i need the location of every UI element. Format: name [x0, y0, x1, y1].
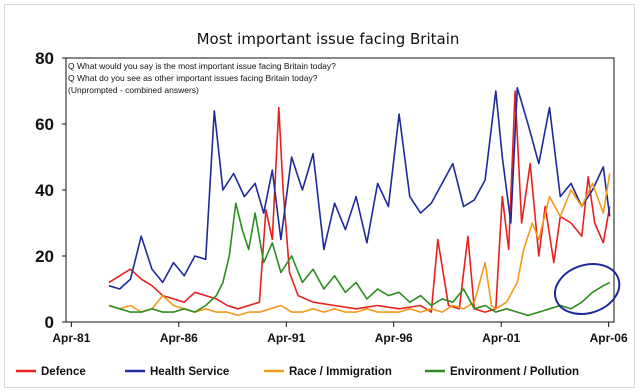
plot-area	[65, 57, 615, 323]
legend-label: Environment / Pollution	[450, 366, 579, 378]
x-tick-label: Apr-81	[52, 331, 90, 345]
y-tick-label: 0	[45, 313, 54, 332]
x-tick-label: Apr-06	[590, 331, 628, 345]
legend-label: Health Service	[150, 366, 229, 378]
series-line-environment-pollution	[108, 202, 611, 317]
note-line-2: Q What do you see as other important iss…	[68, 73, 318, 83]
question-notes: Q What would you say is the most importa…	[68, 61, 336, 95]
legend-label: Race / Immigration	[289, 366, 392, 378]
chart-frame	[4, 4, 635, 388]
legend: Defence Health Service Race / Immigration E…	[16, 366, 579, 378]
x-tick-label: Apr-96	[375, 331, 413, 345]
note-line-1: Q What would you say is the most importa…	[68, 61, 336, 71]
axes: 0 20 40 60 80 Apr-81 Apr-86 Apr-91 Apr-96 Apr-01 A…	[35, 49, 628, 345]
highlight-layer	[554, 263, 621, 315]
series-line-health-service	[108, 86, 611, 290]
y-tick-label: 60	[35, 115, 54, 134]
series-lines	[108, 86, 611, 317]
series-line-defence	[108, 90, 611, 313]
x-tick-label: Apr-86	[160, 331, 198, 345]
note-line-3: (Unprompted - combined answers)	[68, 85, 199, 95]
highlight-ellipse	[554, 263, 621, 315]
x-tick-label: Apr-01	[482, 331, 520, 345]
y-tick-label: 40	[35, 181, 54, 200]
y-tick-label: 80	[35, 49, 54, 68]
x-tick-label: Apr-91	[267, 331, 305, 345]
y-tick-label: 20	[35, 247, 54, 266]
legend-label: Defence	[41, 366, 86, 378]
chart-title: Most important issue facing Britain	[197, 30, 460, 48]
series-line-race-immigration	[108, 173, 611, 317]
